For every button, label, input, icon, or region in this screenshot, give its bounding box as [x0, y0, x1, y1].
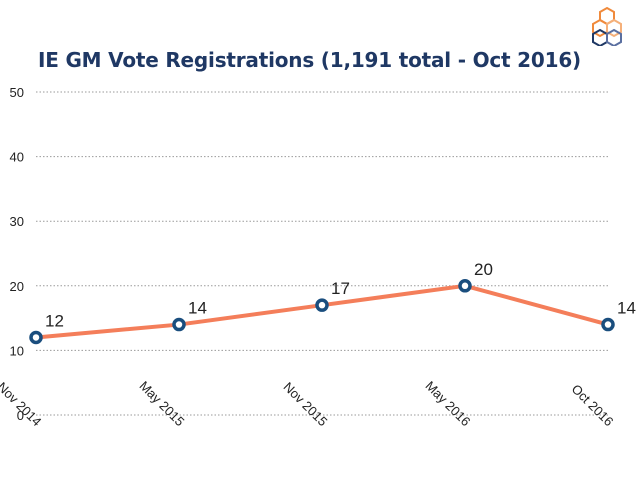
- y-tick-label: 40: [10, 150, 24, 165]
- data-point: [315, 298, 329, 312]
- x-tick-label: Oct 2016: [569, 381, 617, 429]
- y-axis-ticks: 0 10 20 30 40 50: [10, 85, 24, 423]
- data-label: 14: [617, 299, 636, 318]
- y-tick-label: 0: [17, 408, 24, 423]
- x-axis-ticks: Nov 2014 May 2015 Nov 2015 May 2016 Oct 2016: [0, 378, 616, 429]
- data-label: 14: [188, 299, 207, 318]
- y-tick-label: 30: [10, 214, 24, 229]
- gridlines: [36, 91, 608, 416]
- y-tick-label: 20: [10, 279, 24, 294]
- data-point: [458, 279, 472, 293]
- y-tick-label: 10: [10, 343, 24, 358]
- data-labels: 12 14 17 20 14: [45, 260, 636, 331]
- data-point: [29, 330, 43, 345]
- data-label: 12: [45, 311, 64, 330]
- hexagon-cluster-logo: [592, 6, 622, 46]
- chart-title: IE GM Vote Registrations (1,191 total - …: [38, 48, 581, 72]
- data-label: 17: [331, 279, 350, 298]
- x-tick-label: May 2016: [423, 378, 474, 429]
- y-tick-label: 50: [10, 85, 24, 100]
- x-tick-label: May 2015: [137, 378, 188, 429]
- series-layer: [29, 279, 615, 345]
- data-point: [601, 317, 615, 332]
- data-label: 20: [474, 260, 493, 279]
- data-point: [172, 317, 186, 332]
- x-tick-label: Nov 2015: [281, 379, 331, 429]
